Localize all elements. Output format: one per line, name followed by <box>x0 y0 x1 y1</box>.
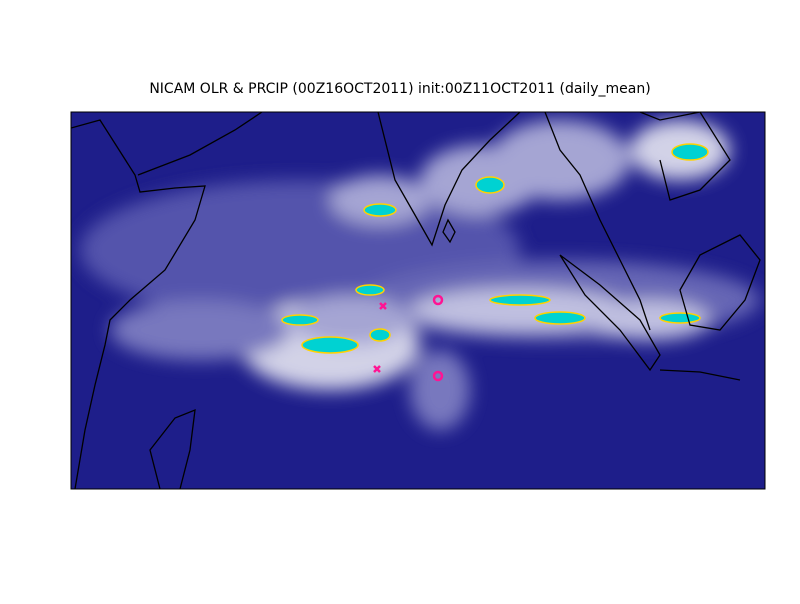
coastlines <box>71 112 761 489</box>
map-field <box>71 112 765 489</box>
map-frame <box>70 111 766 490</box>
storm-markers <box>373 294 444 382</box>
map-title: NICAM OLR & PRCIP (00Z16OCT2011) init:00… <box>149 81 650 97</box>
precip-patches <box>281 143 709 354</box>
